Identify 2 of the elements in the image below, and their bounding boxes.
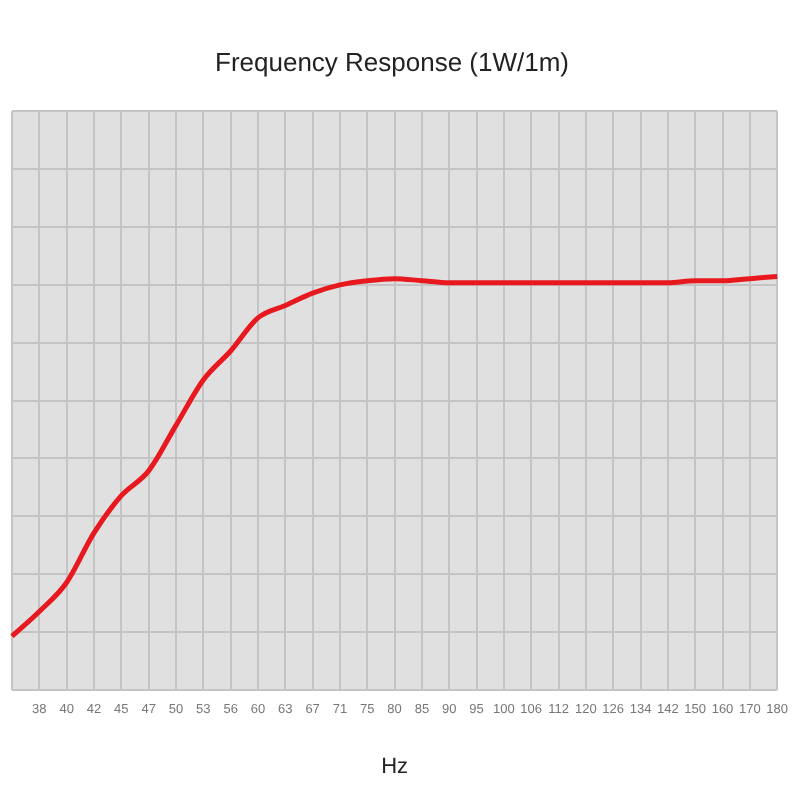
chart-title: Frequency Response (1W/1m) <box>214 46 570 77</box>
x-axis-title: Hz <box>381 754 409 779</box>
